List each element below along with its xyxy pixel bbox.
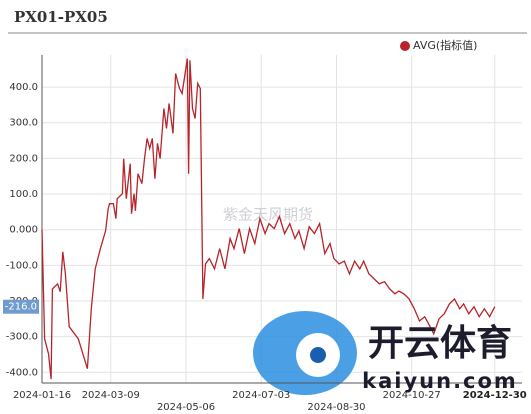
chart-title: PX01-PX05 [14, 8, 108, 26]
y-tick-label: 400.0 [9, 82, 38, 93]
y-tick-label: 100.0 [9, 189, 38, 200]
y-tick-label: 200.0 [9, 153, 38, 164]
logo-url: kaiyun.com [362, 369, 518, 393]
watermark: 紫金天风期货 [223, 206, 313, 224]
x-tick-label: 2024-05-06 [157, 402, 215, 413]
last-value-label: -216.0 [5, 302, 37, 313]
y-tick-label: 300.0 [9, 118, 38, 129]
x-tick-label: 2024-03-09 [82, 390, 140, 401]
y-tick-label: 0.000 [9, 225, 38, 236]
x-tick-label: 2024-08-30 [307, 402, 365, 413]
x-tick-label: 2024-12-30 [463, 390, 527, 401]
data-line [41, 58, 496, 380]
y-tick-label: -300.0 [6, 332, 38, 343]
legend-label: AVG(指标值) [413, 38, 477, 52]
last-value-box [3, 299, 39, 314]
x-tick-label: 2024-07-03 [232, 390, 290, 401]
logo-ball-patch [310, 347, 326, 363]
legend-swatch [400, 41, 410, 51]
x-tick-label: 2024-10-27 [383, 390, 441, 401]
logo [253, 311, 357, 395]
y-tick-label: -400.0 [6, 367, 38, 378]
y-tick-label: -100.0 [6, 260, 38, 271]
x-tick-label: 2024-01-16 [13, 390, 71, 401]
logo-text: 开云体育 [368, 323, 512, 364]
